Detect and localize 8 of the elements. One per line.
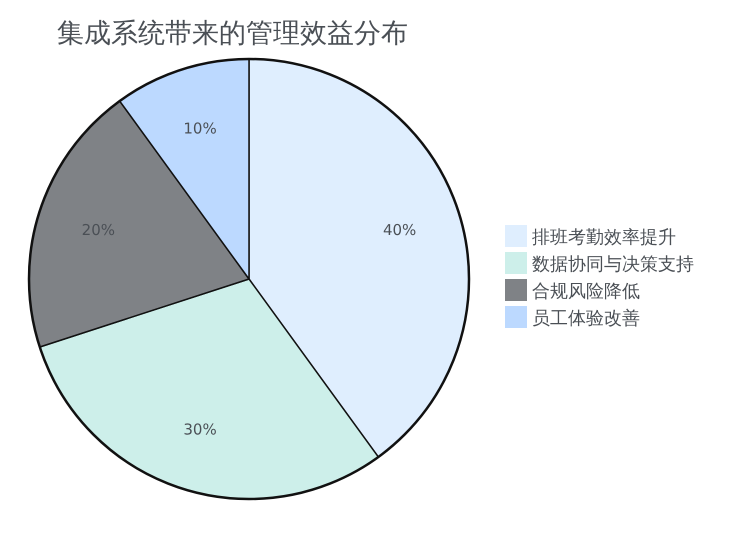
data-label: 40% [382, 221, 416, 240]
legend-label: 数据协同与决策支持 [532, 254, 694, 275]
legend-label: 排班考勤效率提升 [532, 227, 676, 248]
legend-label: 员工体验改善 [532, 308, 640, 329]
chart-title: 集成系统带来的管理效益分布 [57, 18, 408, 49]
data-label: 10% [183, 119, 217, 138]
data-label: 30% [183, 420, 217, 439]
legend-label: 合规风险降低 [532, 281, 640, 302]
